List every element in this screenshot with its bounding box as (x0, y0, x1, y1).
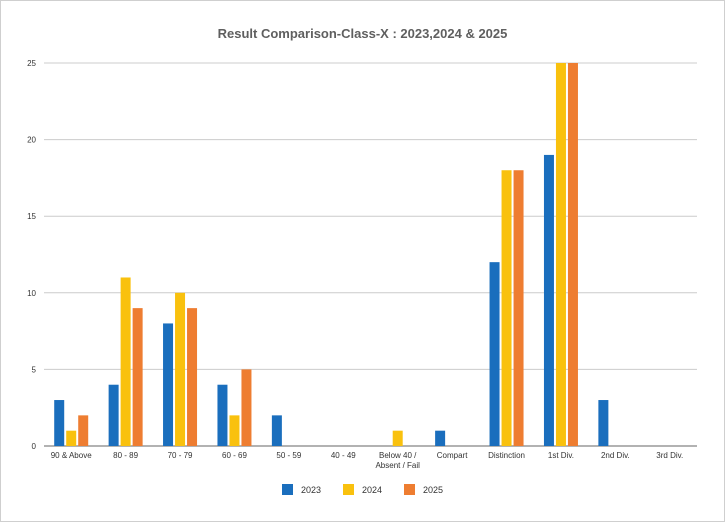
y-tick-label: 20 (27, 136, 36, 145)
y-tick-label: 0 (32, 442, 37, 451)
x-tick-label: 60 - 69 (222, 451, 247, 460)
x-tick-label: 40 - 49 (331, 451, 356, 460)
y-tick-label: 10 (27, 289, 36, 298)
bar-2024-0 (66, 430, 77, 446)
legend-item-2023: 2023 (281, 484, 321, 495)
x-axis-ticks: 90 & Above 80 - 89 70 - 79 60 - 69 50 - 59 40… (51, 451, 684, 470)
bar-2023-8 (489, 262, 500, 446)
bar-2023-1 (108, 384, 119, 446)
legend-swatch-2024 (342, 484, 354, 495)
y-tick-label: 25 (27, 59, 36, 68)
x-tick-label: Distinction (488, 451, 525, 460)
bar-2023-10 (598, 400, 609, 446)
chart-title: Result Comparison-Class-X : 2023,2024 & … (217, 26, 508, 41)
legend-item-2025: 2025 (404, 484, 443, 495)
y-tick-label: 15 (27, 212, 36, 221)
x-tick-label: 70 - 79 (168, 451, 193, 460)
bar-2023-3 (217, 384, 228, 446)
x-tick-label: 80 - 89 (113, 451, 138, 460)
legend-item-2024: 2024 (342, 484, 383, 495)
legend-swatch-2025 (404, 484, 416, 495)
x-tick-label: 3rd Div. (656, 451, 683, 460)
bars (54, 63, 609, 447)
y-axis-ticks: 0 5 10 15 20 25 (27, 59, 36, 451)
bar-2025-1 (132, 308, 143, 446)
legend: 2023 2024 2025 (0, 484, 725, 495)
y-tick-label: 5 (32, 365, 37, 374)
bar-2025-9 (567, 63, 578, 446)
bar-2024-6 (392, 430, 403, 446)
bar-2024-3 (229, 415, 240, 446)
x-tick-label: 90 & Above (51, 451, 92, 460)
bar-2025-3 (241, 369, 252, 446)
bar-2023-2 (163, 323, 174, 446)
bar-2023-4 (271, 415, 282, 446)
bar-2025-2 (187, 308, 198, 446)
bar-2023-0 (54, 400, 65, 446)
bar-2024-1 (120, 277, 131, 446)
legend-label-2024: 2024 (361, 484, 383, 495)
bar-2023-9 (543, 154, 554, 447)
bar-2023-7 (435, 430, 446, 446)
bar-2025-0 (78, 415, 89, 446)
bar-2024-8 (501, 170, 512, 447)
bar-2024-9 (555, 63, 566, 446)
bar-2025-8 (513, 170, 524, 447)
x-tick-label: 50 - 59 (276, 451, 301, 460)
legend-swatch-2023 (281, 484, 293, 495)
x-tick-label: 1st Div. (548, 451, 574, 460)
x-tick-label: Below 40 /Absent / Fail (375, 451, 420, 470)
bar-2024-2 (175, 292, 186, 446)
x-tick-label: 2nd Div. (601, 451, 630, 460)
x-tick-label: Compart (437, 451, 468, 460)
legend-label-2025: 2025 (423, 484, 444, 495)
gridlines (44, 62, 697, 447)
legend-label-2023: 2023 (300, 484, 321, 495)
